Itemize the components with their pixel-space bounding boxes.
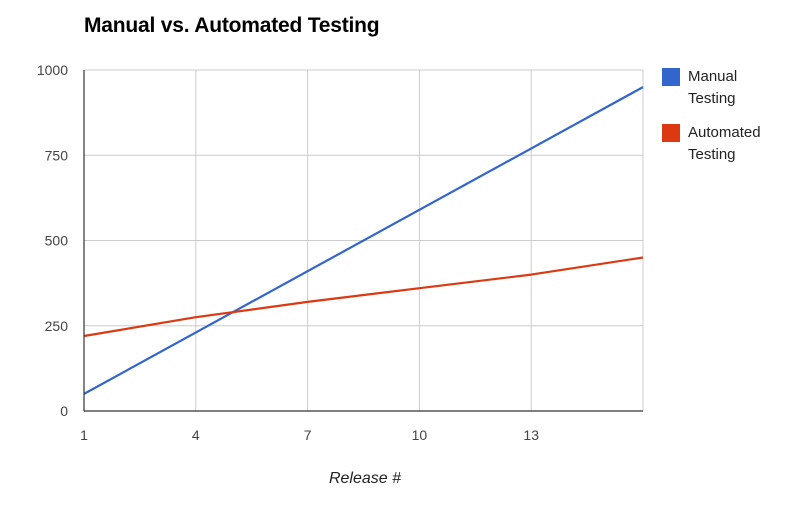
x-tick-label: 13	[523, 427, 539, 443]
series-line-automated	[83, 256, 644, 338]
y-axis-ticks: 0 250 500 750 1000	[37, 62, 68, 419]
x-tick-label: 10	[412, 427, 428, 443]
series-lines	[83, 86, 644, 395]
legend-label-manual: Manual Testing	[688, 68, 738, 107]
y-tick-label: 1000	[37, 62, 68, 78]
y-tick-label: 750	[45, 147, 69, 163]
legend-swatch-manual	[662, 68, 680, 86]
y-tick-label: 500	[45, 233, 69, 249]
chart-title: Manual vs. Automated Testing	[84, 14, 380, 37]
axes	[83, 70, 643, 412]
x-tick-label: 7	[304, 427, 312, 443]
legend-item-manual[interactable]: Manual Testing	[662, 66, 802, 122]
series-line-manual	[83, 86, 644, 395]
legend-item-automated[interactable]: Automated Testing	[662, 122, 802, 178]
y-tick-label: 250	[45, 318, 69, 334]
x-tick-label: 4	[192, 427, 200, 443]
x-axis-title: Release #	[328, 470, 402, 487]
y-tick-label: 0	[60, 403, 68, 419]
legend-label-automated: Automated Testing	[688, 124, 761, 163]
x-axis-ticks: 1 4 7 10 13	[80, 427, 539, 443]
legend: Manual Testing Automated Testing	[662, 66, 802, 178]
legend-swatch-automated	[662, 124, 680, 142]
x-tick-label: 1	[80, 427, 88, 443]
